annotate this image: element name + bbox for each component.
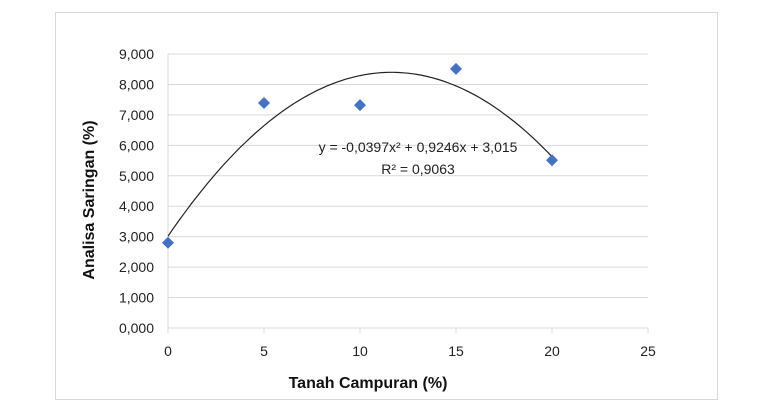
y-axis-title: Analisa Saringan (%) <box>81 120 98 279</box>
x-tick-label: 25 <box>640 343 656 359</box>
data-point <box>354 99 366 112</box>
data-point <box>546 154 558 167</box>
data-point <box>162 236 174 249</box>
x-tick-label: 0 <box>164 343 172 359</box>
trendline-equation: y = -0,0397x² + 0,9246x + 3,015 <box>319 139 518 155</box>
y-tick-label: 8,000 <box>119 76 154 92</box>
y-tick-label: 2,000 <box>119 259 154 275</box>
y-tick-label: 7,000 <box>119 107 154 123</box>
x-tick-label: 15 <box>448 343 464 359</box>
y-tick-label: 3,000 <box>119 229 154 245</box>
data-point <box>450 62 462 75</box>
trendline <box>167 71 553 237</box>
r-squared-label: R² = 0,9063 <box>381 161 455 177</box>
x-tick-label: 20 <box>544 343 560 359</box>
y-tick-label: 4,000 <box>119 198 154 214</box>
y-tick-label: 0,000 <box>119 320 154 336</box>
x-axis-title: Tanah Campuran (%) <box>289 375 448 392</box>
x-tick-label: 10 <box>352 343 368 359</box>
y-tick-label: 1,000 <box>119 290 154 306</box>
y-tick-label: 6,000 <box>119 137 154 153</box>
data-point <box>258 97 270 110</box>
x-tick-label: 5 <box>260 343 268 359</box>
chart-frame <box>55 12 718 400</box>
y-tick-label: 5,000 <box>119 168 154 184</box>
y-tick-label: 9,000 <box>119 46 154 62</box>
